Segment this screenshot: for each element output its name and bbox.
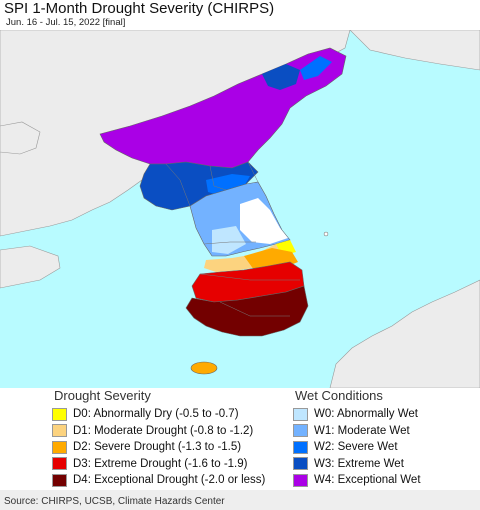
footer-band (0, 490, 480, 510)
drought-map (0, 30, 480, 388)
legend-swatch (293, 424, 308, 438)
south-korea-w0 (212, 226, 246, 254)
jeju-island (190, 361, 218, 375)
ulleung-island (323, 231, 329, 237)
legend-swatch (52, 407, 67, 421)
north-korea-w3-ne (262, 64, 300, 90)
legend-label: W0: Abnormally Wet (314, 408, 418, 421)
legend-item-d4: D4: Exceptional Drought (-2.0 or less) (52, 472, 265, 489)
legend-swatch (52, 473, 67, 487)
legend-label: D4: Exceptional Drought (-2.0 or less) (73, 474, 266, 487)
legend-swatch (293, 407, 308, 421)
legend-swatch (293, 457, 308, 471)
legend-label: D1: Moderate Drought (-0.8 to -1.2) (73, 424, 254, 437)
legend-item-d0: D0: Abnormally Dry (-0.5 to -0.7) (52, 406, 265, 423)
legend-swatch (293, 473, 308, 487)
legend-item-w1: W1: Moderate Wet (293, 423, 421, 440)
japan-landmass (329, 279, 480, 388)
legend-item-d1: D1: Moderate Drought (-0.8 to -1.2) (52, 423, 265, 440)
legend-swatch (52, 457, 67, 471)
legend-item-w3: W3: Extreme Wet (293, 456, 421, 473)
drought-legend-title: Drought Severity (54, 388, 151, 403)
legend-label: D3: Extreme Drought (-1.6 to -1.9) (73, 457, 248, 470)
map-subtitle: Jun. 16 - Jul. 15, 2022 [final] (6, 17, 126, 28)
wet-legend: Wet Conditions W0: Abnormally Wet W1: Mo… (293, 388, 421, 489)
legend-item-d3: D3: Extreme Drought (-1.6 to -1.9) (52, 456, 265, 473)
legend-label: D0: Abnormally Dry (-0.5 to -0.7) (73, 408, 239, 421)
drought-legend: Drought Severity D0: Abnormally Dry (-0.… (52, 388, 265, 489)
legend-label: W3: Extreme Wet (314, 457, 404, 470)
province-lines (165, 161, 300, 317)
legend-swatch (52, 424, 67, 438)
south-korea-normal (240, 198, 288, 244)
legend-label: W1: Moderate Wet (314, 424, 410, 437)
legend-swatch (293, 440, 308, 454)
legend-label: W2: Severe Wet (314, 441, 398, 454)
legend: Drought Severity D0: Abnormally Dry (-0.… (0, 388, 480, 490)
legend-label: W4: Exceptional Wet (314, 474, 421, 487)
map-title: SPI 1-Month Drought Severity (CHIRPS) (4, 0, 275, 17)
legend-item-d2: D2: Severe Drought (-1.3 to -1.5) (52, 439, 265, 456)
legend-item-w0: W0: Abnormally Wet (293, 406, 421, 423)
legend-swatch (52, 440, 67, 454)
shandong-peninsula (0, 245, 61, 289)
liaodong-peninsula (0, 121, 41, 155)
legend-item-w2: W2: Severe Wet (293, 439, 421, 456)
russia-landmass (349, 30, 480, 71)
legend-item-w4: W4: Exceptional Wet (293, 472, 421, 489)
wet-legend-title: Wet Conditions (295, 388, 383, 403)
south-korea-d4 (185, 285, 309, 337)
source-credit: Source: CHIRPS, UCSB, Climate Hazards Ce… (4, 496, 225, 507)
legend-label: D2: Severe Drought (-1.3 to -1.5) (73, 441, 242, 454)
north-korea-w2-ne (300, 56, 332, 80)
